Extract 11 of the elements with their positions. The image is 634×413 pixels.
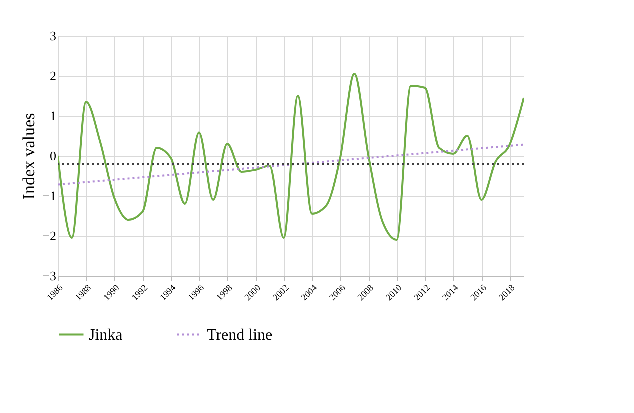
y-tick-label: −1 xyxy=(42,188,56,204)
y-tick-label: −2 xyxy=(42,228,56,244)
y-axis-title: Index values xyxy=(20,113,39,200)
line-series xyxy=(58,73,524,241)
y-tick-label: −3 xyxy=(42,268,56,284)
y-tick-label: 0 xyxy=(50,148,56,164)
y-tick-label: 2 xyxy=(50,68,56,84)
legend-label: Jinka xyxy=(89,326,123,344)
y-tick-label: 3 xyxy=(50,28,56,44)
legend-label: Trend line xyxy=(207,326,273,344)
y-tick-label: 1 xyxy=(50,108,56,124)
